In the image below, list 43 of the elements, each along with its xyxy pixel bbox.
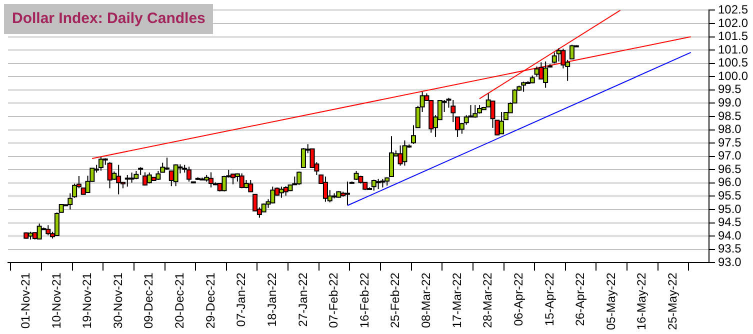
x-tick-label: 10-Nov-21	[49, 272, 64, 329]
y-tick-label: 96.0	[718, 175, 742, 190]
y-tick-label: 100.0	[718, 68, 748, 83]
y-tick-label: 98.0	[718, 122, 742, 136]
x-tick-label: 09-Dec-21	[142, 272, 156, 329]
y-tick-label: 94.5	[718, 215, 742, 230]
x-tick-label: 26-Apr-22	[573, 272, 588, 326]
x-tick-label: 05-May-22	[604, 272, 618, 330]
y-tick-label: 96.5	[718, 162, 742, 176]
y-tick-label: 101.5	[718, 29, 748, 44]
x-tick-label: 07-Feb-22	[326, 272, 341, 328]
x-tick-label: 18-Jan-22	[264, 272, 279, 327]
x-tick-label: 28-Mar-22	[480, 272, 495, 328]
x-tick-label: 08-Mar-22	[419, 272, 434, 328]
x-tick-label: 30-Nov-21	[110, 272, 125, 329]
x-tick-label: 16-Feb-22	[357, 272, 372, 328]
y-tick-label: 97.5	[718, 135, 742, 150]
x-tick-label: 01-Nov-21	[18, 272, 32, 329]
x-tick-label: 25-Feb-22	[388, 272, 402, 328]
y-tick-label: 93.5	[718, 242, 742, 256]
x-tick-label: 29-Dec-21	[203, 272, 218, 329]
chart-title: Dollar Index: Daily Candles	[4, 4, 214, 34]
y-tick-label: 101.0	[718, 42, 748, 56]
x-tick-label: 19-Nov-21	[80, 272, 94, 329]
x-tick-label: 06-Apr-22	[511, 272, 526, 326]
x-tick-label: 16-May-22	[634, 272, 649, 330]
x-tick-label: 25-May-22	[666, 272, 680, 330]
y-tick-label: 98.5	[718, 108, 742, 123]
y-tick-label: 102.0	[718, 16, 748, 30]
x-tick-label: 07-Jan-22	[234, 272, 248, 327]
y-tick-label: 93.0	[718, 254, 742, 269]
y-tick-label: 97.0	[718, 148, 742, 163]
x-tick-label: 27-Jan-22	[296, 272, 310, 327]
x-tick-label: 15-Apr-22	[542, 272, 556, 326]
y-tick-label: 102.5	[718, 2, 748, 17]
y-tick-label: 99.0	[718, 96, 742, 110]
y-tick-label: 95.5	[718, 188, 742, 203]
y-tick-label: 99.5	[718, 82, 742, 96]
y-tick-label: 95.0	[718, 202, 742, 216]
x-tick-label: 17-Mar-22	[450, 272, 464, 328]
x-tick-label: 20-Dec-21	[172, 272, 187, 329]
y-tick-label: 94.0	[718, 228, 742, 242]
y-tick-label: 100.5	[718, 56, 748, 70]
